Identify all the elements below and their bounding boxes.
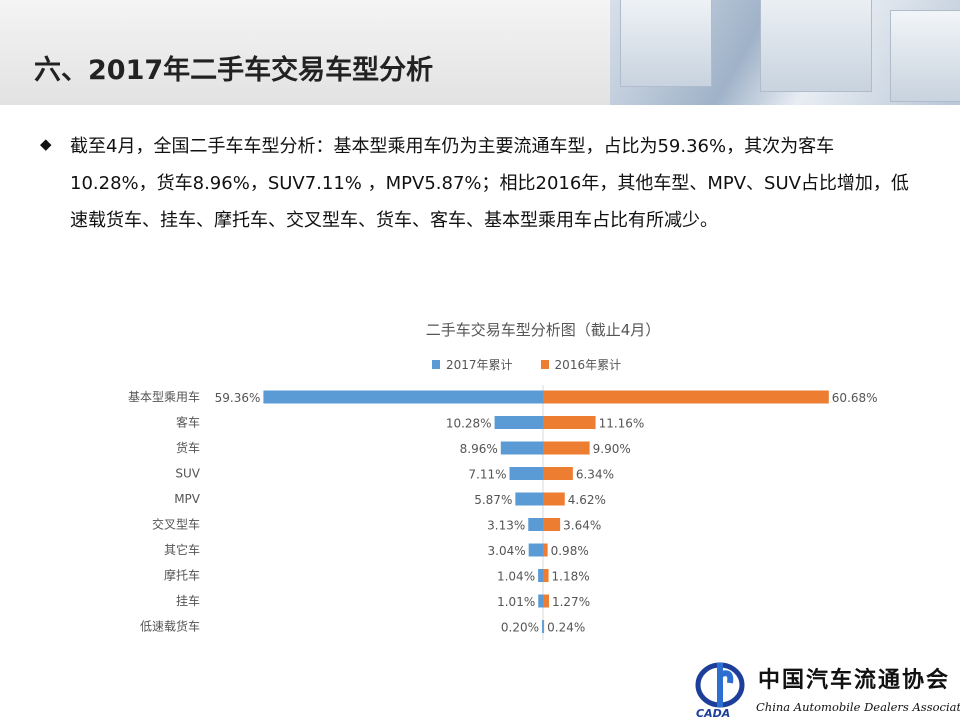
bar-2016: [543, 492, 565, 506]
category-label: 基本型乘用车: [128, 389, 200, 404]
legend-swatch-2016: [540, 360, 549, 369]
data-label-2016: 9.90%: [593, 442, 631, 456]
data-label-2016: 6.34%: [576, 468, 614, 482]
category-label: 货车: [176, 440, 200, 455]
category-label: 低速载货车: [140, 619, 200, 634]
bar-2017: [494, 416, 543, 429]
data-label-2017: 1.04%: [497, 570, 535, 584]
bar-2016: [543, 467, 573, 480]
data-label-2016: 1.27%: [552, 595, 590, 609]
category-label: 挂车: [176, 593, 200, 608]
header-band: 六、2017年二手车交易车型分析: [0, 0, 960, 105]
bar-2016: [543, 594, 549, 608]
legend-2017: 2017年累计: [432, 356, 513, 373]
data-label-2016: 60.68%: [832, 391, 878, 405]
bar-2017: [528, 543, 543, 557]
category-label: SUV: [175, 467, 200, 481]
bar-2017: [528, 518, 543, 531]
chart-title: 二手车交易车型分析图（截止4月）: [425, 321, 661, 339]
data-label-2017: 10.28%: [446, 417, 492, 431]
category-label: 摩托车: [164, 568, 200, 583]
bar-2017: [538, 569, 543, 582]
category-label: 客车: [176, 415, 200, 430]
bar-2016: [543, 441, 590, 455]
data-label-2016: 1.18%: [552, 570, 590, 584]
data-label-2017: 0.20%: [501, 621, 539, 635]
legend-label: 2017年累计: [446, 358, 513, 372]
svg-text:中国汽车流通协会: 中国汽车流通协会: [758, 667, 950, 693]
bar-2017: [263, 390, 543, 404]
summary-paragraph: 截至4月，全国二手车车型分析：基本型乘用车仍为主要流通车型，占比为59.36%，…: [70, 136, 909, 231]
svg-text:CADA: CADA: [696, 707, 730, 720]
bar-2017: [538, 594, 543, 608]
cada-logo: CADA 中国汽车流通协会 China Automobile Dealers A…: [695, 662, 960, 720]
data-label-2017: 8.96%: [460, 442, 498, 456]
data-label-2016: 0.24%: [547, 621, 585, 635]
legend-2016: 2016年累计: [540, 356, 622, 373]
data-label-2017: 3.13%: [487, 519, 525, 533]
chart-legend: 2017年累计 2016年累计: [432, 356, 621, 373]
data-label-2017: 59.36%: [215, 391, 261, 405]
data-label-2016: 4.62%: [568, 493, 606, 507]
legend-swatch-2017: [432, 360, 440, 369]
header-photo: [610, 0, 960, 105]
bar-2017: [542, 620, 543, 633]
data-label-2017: 3.04%: [488, 544, 526, 558]
data-label-2016: 3.64%: [563, 519, 601, 533]
page-title: 六、2017年二手车交易车型分析: [34, 55, 434, 86]
data-label-2017: 1.01%: [497, 595, 535, 609]
category-label: MPV: [174, 492, 201, 506]
bar-2016: [543, 416, 596, 429]
bar-2016: [543, 543, 548, 557]
diamond-icon: ◆: [40, 135, 52, 153]
bar-2016: [543, 620, 545, 633]
bar-2016: [543, 518, 561, 531]
legend-label: 2016年累计: [554, 358, 622, 372]
data-label-2017: 5.87%: [474, 493, 512, 507]
category-label: 其它车: [164, 542, 200, 557]
bar-2016: [543, 390, 829, 404]
bar-2017: [515, 492, 543, 506]
bar-2016: [543, 569, 549, 582]
data-label-2016: 0.98%: [551, 544, 589, 558]
svg-text:China Automobile Dealers Assoc: China Automobile Dealers Association: [756, 700, 960, 714]
bar-2017: [500, 441, 543, 455]
bar-2017: [509, 467, 543, 480]
category-label: 交叉型车: [152, 517, 200, 532]
data-label-2017: 7.11%: [468, 468, 506, 482]
data-label-2016: 11.16%: [599, 417, 645, 431]
